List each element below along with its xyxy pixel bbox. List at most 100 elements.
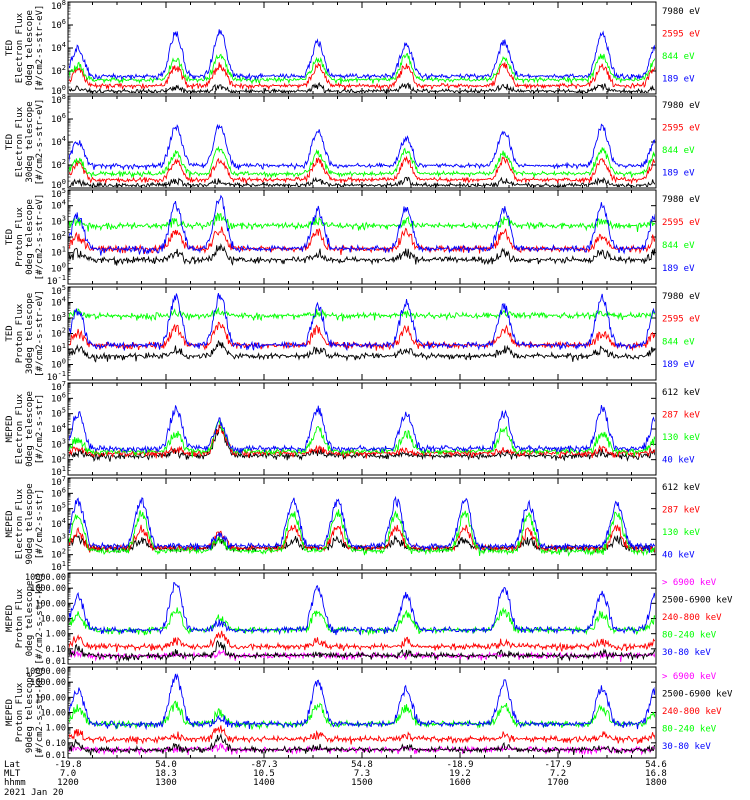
legend-entry: 80-240 keV — [662, 631, 717, 641]
y-tick-label: 1.00 — [46, 724, 66, 734]
series-line — [69, 424, 655, 460]
legend-entry: 30-80 keV — [662, 648, 711, 658]
series-line — [69, 640, 655, 663]
y-axis-label: 0deg telescope — [25, 199, 35, 275]
y-tick-label: 105 — [51, 187, 66, 200]
legend-entry: > 6900 keV — [662, 578, 717, 588]
series-line — [69, 404, 655, 454]
series-line — [69, 81, 655, 93]
series-group — [69, 404, 655, 463]
legend-entry: 189 eV — [662, 264, 695, 274]
y-tick-label: 10-1 — [47, 370, 66, 383]
y-tick-label: 100 — [51, 84, 66, 97]
y-axis-label: Electron Flux — [15, 488, 25, 559]
y-tick-label: 0.10 — [46, 739, 66, 749]
series-line — [69, 145, 655, 179]
y-tick-label: 104 — [51, 296, 66, 309]
series-line — [69, 673, 655, 731]
y-axis-label: [#/cm2-s-str] — [35, 394, 45, 464]
y-axis-label: TED — [5, 40, 15, 56]
legend-entry: 130 keV — [662, 528, 701, 538]
y-tick-label: 100.00 — [35, 693, 66, 703]
y-axis-label: [#/cm2-s-str] — [35, 489, 45, 559]
legend-entry: 844 eV — [662, 337, 695, 347]
series-line — [69, 226, 655, 256]
y-axis-label: Proton Flux — [15, 207, 25, 267]
mlt-label: 7.3 — [354, 769, 370, 779]
x-row-label: Lat — [4, 760, 20, 770]
legend-entry: 30-80 keV — [662, 742, 711, 752]
series-line — [69, 293, 655, 352]
y-axis-label: [#/cm2-s-str-eV] — [35, 99, 45, 186]
y-tick-label: 108 — [51, 93, 66, 106]
y-axis-label: TED — [5, 134, 15, 150]
y-axis-label: [#/cm2-s-str-eV] — [35, 290, 45, 377]
series-line — [69, 732, 655, 756]
lat-label: -87.3 — [250, 760, 277, 770]
plot-frame — [67, 382, 657, 476]
hhmm-label: 1300 — [155, 778, 177, 788]
y-tick-label: 102 — [51, 158, 66, 171]
y-axis-label: Proton Flux — [15, 682, 25, 742]
y-tick-label: 105 — [51, 407, 66, 420]
y-axis-label: Electron Flux — [15, 12, 25, 83]
y-tick-label: 10000.00 — [25, 667, 66, 677]
series-line — [69, 306, 655, 322]
y-tick-label: 0.10 — [46, 645, 66, 655]
series-line — [69, 725, 655, 745]
y-axis-label: 0deg telescope — [25, 391, 35, 467]
y-tick-label: 104 — [51, 422, 66, 435]
y-tick-label: 0.01 — [46, 657, 66, 667]
series-group — [69, 29, 655, 93]
panel-2: 100 102 104 106 108 TED Electron Flux 30deg tel… — [5, 93, 701, 191]
y-tick-label: 105 — [51, 284, 66, 297]
y-tick-label: 106 — [51, 18, 66, 31]
legend-entry: 287 keV — [662, 505, 701, 515]
y-tick-label: 100 — [51, 358, 66, 371]
hhmm-label: 1800 — [645, 778, 667, 788]
y-axis-label: [#/cm2-s-str-keV] — [35, 572, 45, 664]
y-tick-label: 102 — [51, 548, 66, 561]
legend-entry: 7980 eV — [662, 195, 701, 205]
series-group — [69, 673, 655, 756]
y-tick-label: 106 — [51, 486, 66, 499]
y-tick-label: 101 — [51, 465, 66, 478]
mlt-label: 16.8 — [645, 769, 667, 779]
y-axis-label: 0deg telescope — [25, 581, 35, 657]
legend-entry: 40 keV — [662, 455, 695, 465]
plot-frame — [67, 666, 657, 759]
y-tick-label: 10-1 — [47, 274, 66, 287]
plot-frame — [67, 189, 657, 285]
lat-label: 54.0 — [155, 760, 177, 770]
mlt-label: 18.3 — [155, 769, 177, 779]
legend-entry: 130 keV — [662, 433, 701, 443]
hhmm-label: 1500 — [351, 778, 373, 788]
y-tick-label: 102 — [51, 64, 66, 77]
legend-entry: 40 keV — [662, 550, 695, 560]
legend-entry: 7980 eV — [662, 292, 701, 302]
y-axis-label: TED — [5, 325, 15, 341]
y-axis-label: [#/cm2-s-str-eV] — [35, 5, 45, 92]
hhmm-label: 1400 — [253, 778, 275, 788]
y-tick-label: 10.00 — [40, 709, 66, 719]
plot-frame — [67, 286, 657, 381]
legend-entry: 844 eV — [662, 146, 695, 156]
series-line — [69, 495, 655, 553]
series-line — [69, 62, 655, 91]
legend-entry: 189 eV — [662, 168, 695, 178]
y-tick-label: 105 — [51, 502, 66, 515]
y-axis-label: 90deg telescope — [25, 483, 35, 564]
legend-entry: 2595 eV — [662, 29, 701, 39]
y-tick-label: 100 — [51, 178, 66, 191]
legend-entry: 2595 eV — [662, 218, 701, 228]
y-tick-label: 107 — [51, 380, 66, 393]
y-axis-label: MEPED — [5, 605, 15, 632]
legend-entry: 2500-6900 keV — [662, 596, 733, 606]
y-axis-label: 90deg telescope — [25, 672, 35, 753]
lat-label: -17.9 — [544, 760, 571, 770]
